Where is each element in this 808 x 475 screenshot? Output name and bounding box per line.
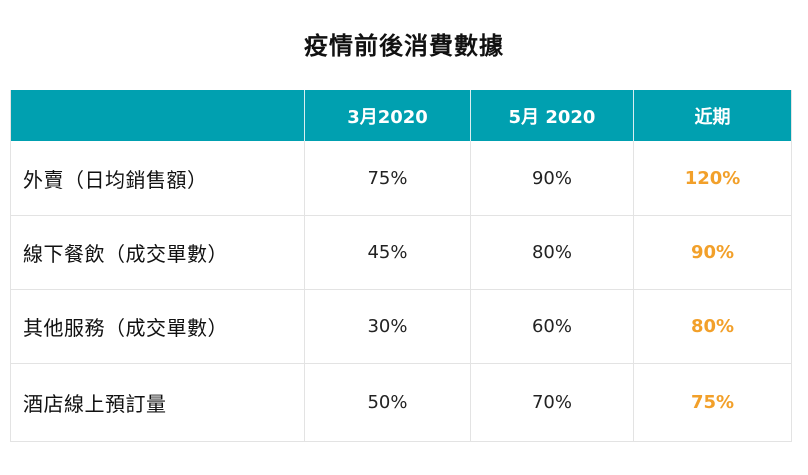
cell-may-2020: 60% xyxy=(470,289,634,364)
row-label: 外賣（日均銷售額） xyxy=(10,141,305,216)
consumption-table: 3月2020 5月 2020 近期 外賣（日均銷售額） 75% 90% 120%… xyxy=(10,90,792,442)
cell-may-2020: 80% xyxy=(470,215,634,290)
row-label: 線下餐飲（成交單數） xyxy=(10,215,305,290)
cell-recent: 90% xyxy=(633,215,792,290)
cell-mar-2020: 50% xyxy=(304,363,471,442)
header-cell-mar-2020: 3月2020 xyxy=(304,90,471,141)
page-title: 疫情前後消費數據 xyxy=(304,32,504,60)
table-row: 酒店線上預訂量 50% 70% 75% xyxy=(10,363,792,442)
cell-may-2020: 90% xyxy=(470,141,634,216)
header-cell-category xyxy=(10,90,305,141)
header-cell-may-2020: 5月 2020 xyxy=(470,90,634,141)
table-row: 外賣（日均銷售額） 75% 90% 120% xyxy=(10,141,792,216)
header-cell-recent: 近期 xyxy=(633,90,792,141)
cell-recent: 120% xyxy=(633,141,792,216)
table-header-row: 3月2020 5月 2020 近期 xyxy=(10,90,792,141)
table-row: 線下餐飲（成交單數） 45% 80% 90% xyxy=(10,215,792,290)
cell-mar-2020: 30% xyxy=(304,289,471,364)
cell-mar-2020: 45% xyxy=(304,215,471,290)
row-label: 其他服務（成交單數） xyxy=(10,289,305,364)
table-row: 其他服務（成交單數） 30% 60% 80% xyxy=(10,289,792,364)
cell-recent: 75% xyxy=(633,363,792,442)
cell-recent: 80% xyxy=(633,289,792,364)
cell-may-2020: 70% xyxy=(470,363,634,442)
row-label: 酒店線上預訂量 xyxy=(10,363,305,442)
cell-mar-2020: 75% xyxy=(304,141,471,216)
